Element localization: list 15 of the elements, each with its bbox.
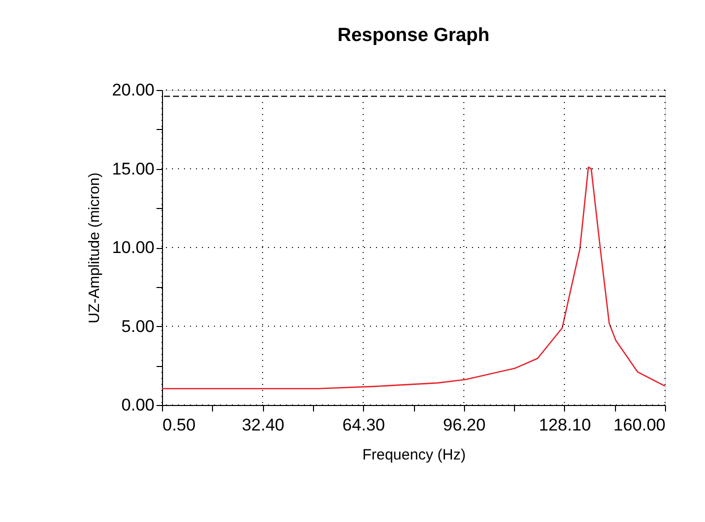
- y-tick-label: 0.00: [121, 396, 154, 414]
- y-tick-label: 20.00: [112, 80, 154, 100]
- x-tick-label: 0.50: [162, 416, 196, 434]
- y-tick-label: 15.00: [112, 159, 154, 178]
- y-axis-title: UZ-Amplitude (micron): [86, 172, 103, 324]
- chart-title: Response Graph: [337, 25, 490, 46]
- x-tick-label: 96.20: [443, 416, 486, 434]
- line-series: [161, 166, 666, 390]
- x-tick-label: 64.30: [342, 416, 385, 434]
- y-tick-label: 5.00: [121, 316, 154, 336]
- x-tick-label: 32.40: [242, 416, 284, 434]
- x-axis-title: Frequency (Hz): [362, 446, 466, 464]
- x-tick-label: 160.00: [614, 416, 666, 434]
- y-tick-label: 10.00: [112, 238, 154, 257]
- x-tick-label: 128.10: [538, 416, 591, 434]
